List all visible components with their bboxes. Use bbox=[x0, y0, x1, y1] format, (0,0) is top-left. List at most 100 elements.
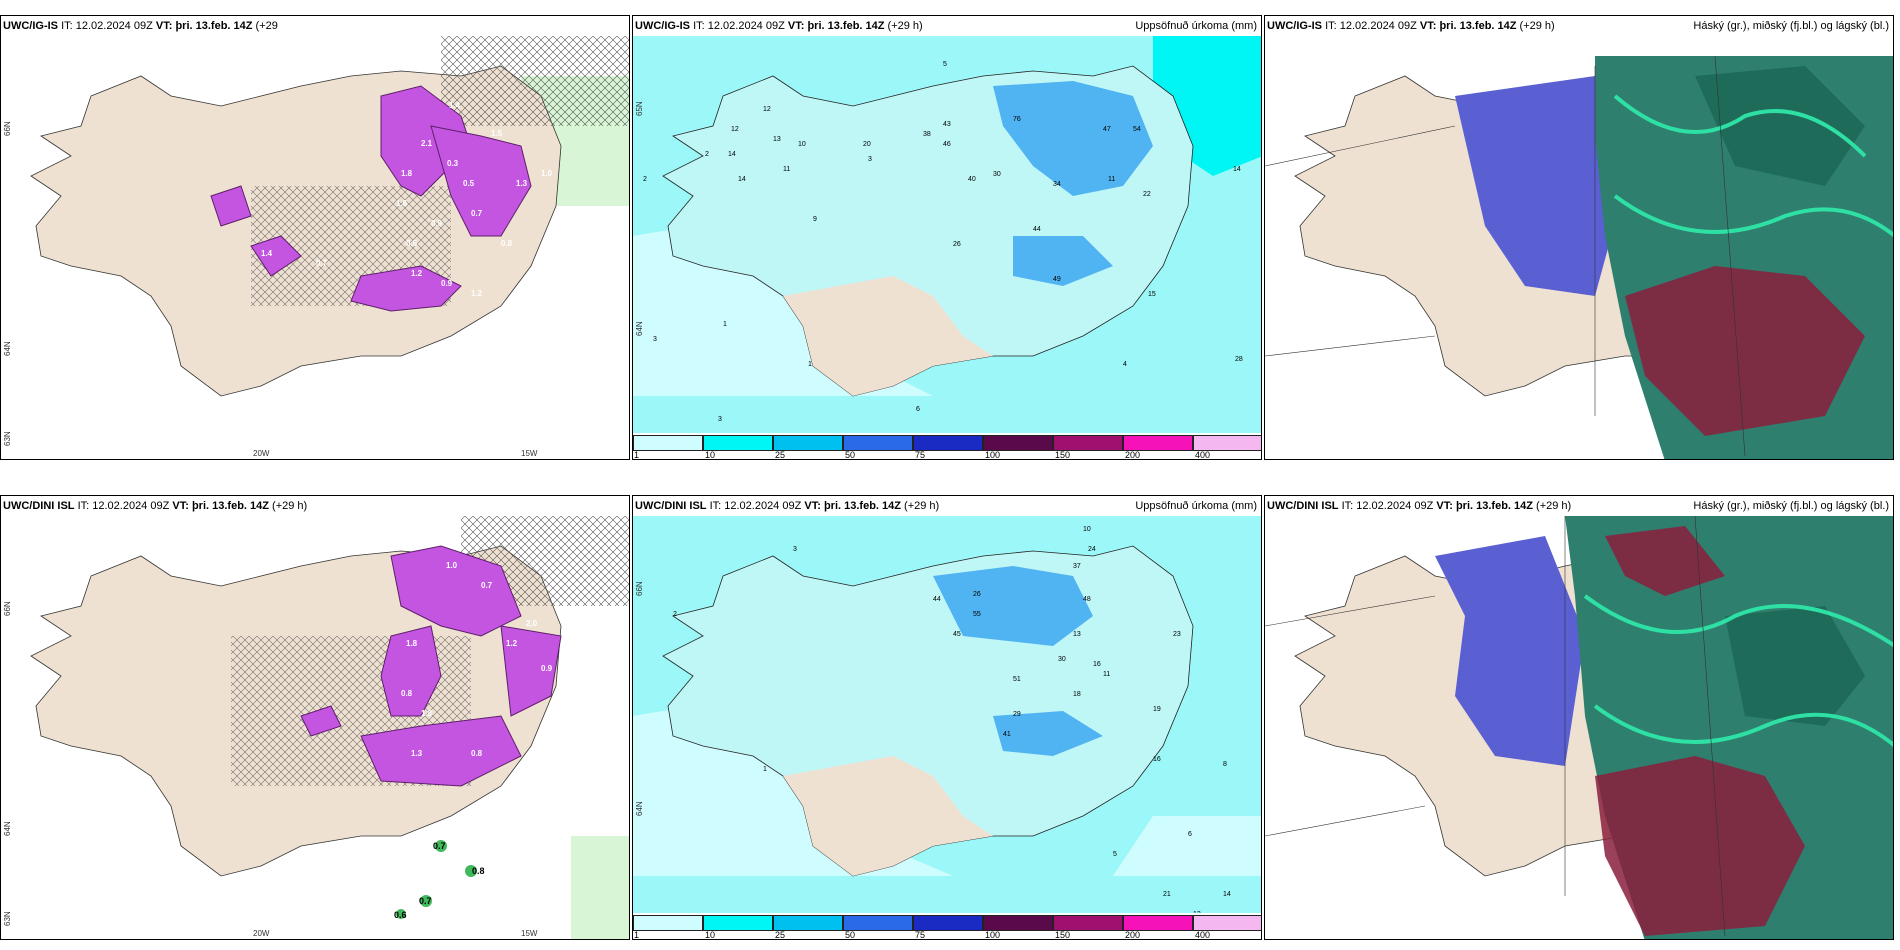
lat-label: 66N bbox=[635, 581, 644, 596]
value-label: 19 bbox=[1153, 706, 1161, 713]
map-area[interactable]: 1.0 0.7 1.8 0.8 1.2 0.9 1.8 1.3 0.8 2.0 … bbox=[1, 516, 629, 939]
panel-top-left: UWC/IG-IS IT: 12.02.2024 09Z VT: þri. 13… bbox=[0, 15, 630, 460]
value-label: 54 bbox=[1133, 126, 1141, 133]
it-label: IT: bbox=[61, 20, 73, 32]
value-label: 0.7 bbox=[419, 896, 432, 906]
colorbar-segment bbox=[773, 915, 843, 931]
value-label: 0.7 bbox=[433, 841, 446, 851]
value-label: 43 bbox=[943, 121, 951, 128]
colorbar-segment bbox=[703, 915, 773, 931]
value-label: 0.7 bbox=[471, 209, 483, 218]
map-area[interactable] bbox=[1265, 36, 1893, 459]
value-label: 0.8 bbox=[471, 749, 483, 758]
value-label: 14 bbox=[728, 151, 736, 158]
init-time: 12.02.2024 09Z bbox=[707, 20, 785, 32]
lead-time: (+29 h) bbox=[904, 500, 940, 512]
it-label: IT: bbox=[693, 20, 705, 32]
value-label: 10 bbox=[798, 141, 806, 148]
colorbar-label: 150 bbox=[1055, 930, 1071, 940]
value-label: 37 bbox=[1073, 563, 1081, 570]
value-label: 51 bbox=[1013, 676, 1021, 683]
map-area[interactable] bbox=[1265, 516, 1893, 939]
value-label: 0.6 bbox=[394, 910, 407, 920]
colorbar-segment bbox=[633, 435, 703, 451]
value-label: 2 bbox=[673, 611, 677, 618]
lon-label: 20W bbox=[253, 449, 270, 458]
lon-label: 15W bbox=[521, 449, 538, 458]
value-label: 5 bbox=[943, 61, 947, 68]
valid-time: þri. 13.feb. 14Z bbox=[191, 500, 269, 512]
panel-header: UWC/IG-IS IT: 12.02.2024 09Z VT: þri. 13… bbox=[1265, 16, 1893, 36]
value-label: 46 bbox=[943, 141, 951, 148]
value-label: 1.8 bbox=[406, 639, 418, 648]
value-label: 0.7 bbox=[481, 581, 493, 590]
value-label: 11 bbox=[1103, 671, 1110, 678]
value-label: 2 bbox=[643, 176, 647, 183]
colorbar-label: 75 bbox=[915, 930, 926, 940]
value-label: 1.8 bbox=[421, 709, 433, 718]
value-label: 12 bbox=[763, 106, 771, 113]
lat-label: 64N bbox=[635, 321, 644, 336]
value-label: 76 bbox=[1013, 116, 1021, 123]
field-title: Háský (gr.), miðský (fj.bl.) og lágský (… bbox=[1693, 500, 1889, 512]
lead-time: (+29 h) bbox=[1536, 500, 1572, 512]
value-label: 29 bbox=[1013, 711, 1021, 718]
value-label: 16 bbox=[1093, 661, 1101, 668]
value-label: 11 bbox=[1108, 176, 1115, 183]
value-label: 1.0 bbox=[446, 561, 458, 570]
value-label: 2 bbox=[705, 151, 709, 158]
it-label: IT: bbox=[77, 500, 90, 512]
value-label: 5 bbox=[1113, 851, 1117, 858]
valid-time: þri. 13.feb. 14Z bbox=[175, 20, 253, 32]
value-label: 45 bbox=[953, 631, 961, 638]
valid-time: þri. 13.feb. 14Z bbox=[823, 500, 901, 512]
lead-time: (+29 h) bbox=[887, 20, 923, 32]
colorbar-label: 50 bbox=[845, 930, 856, 940]
value-label: 0.5 bbox=[406, 239, 418, 248]
value-label: 13 bbox=[1073, 631, 1081, 638]
value-label: 10 bbox=[1083, 526, 1091, 533]
value-label: 28 bbox=[1235, 356, 1243, 363]
value-label: 21 bbox=[1163, 891, 1171, 898]
map-area[interactable]: 5 12 38 12 14 13 10 2 11 3 43 46 76 30 4… bbox=[633, 36, 1261, 459]
vt-label: VT: bbox=[172, 500, 189, 512]
value-label: 0.8 bbox=[472, 866, 485, 876]
it-label: IT: bbox=[709, 500, 722, 512]
value-labels: 5 12 38 12 14 13 10 2 11 3 43 46 76 30 4… bbox=[643, 61, 1243, 423]
colorbar-label: 10 bbox=[705, 930, 716, 940]
value-label: 23 bbox=[1173, 631, 1181, 638]
value-label: 9 bbox=[813, 216, 817, 223]
value-label: 1.2 bbox=[471, 289, 483, 298]
value-label: 1.4 bbox=[449, 101, 461, 110]
value-label: 12 bbox=[731, 126, 739, 133]
colorbar-segment bbox=[913, 915, 983, 931]
value-label: 13 bbox=[773, 136, 781, 143]
map-area[interactable]: 1.4 2.1 1.5 0.3 1.8 0.5 1.3 1.0 0.9 0.5 … bbox=[1, 36, 629, 459]
colorbar-label: 150 bbox=[1055, 450, 1071, 460]
model-name: UWC/DINI ISL bbox=[3, 500, 75, 512]
value-label: 48 bbox=[1083, 596, 1091, 603]
colorbar-label: 75 bbox=[915, 450, 926, 460]
lat-label: 64N bbox=[3, 821, 12, 836]
panel-top-middle: UWC/IG-IS IT: 12.02.2024 09Z VT: þri. 13… bbox=[632, 15, 1262, 460]
colorbar-label: 100 bbox=[985, 930, 1001, 940]
it-label: IT: bbox=[1325, 20, 1337, 32]
value-label: 0.9 bbox=[541, 664, 553, 673]
lat-label: 64N bbox=[635, 801, 644, 816]
init-time: 12.02.2024 09Z bbox=[724, 500, 802, 512]
value-label: 41 bbox=[1003, 731, 1011, 738]
value-label: 14 bbox=[1233, 166, 1241, 173]
value-label: 1.4 bbox=[261, 249, 273, 258]
lon-label: 15W bbox=[521, 929, 538, 938]
colorbar: 1 10 25 50 75 100 150 200 400 bbox=[633, 433, 1261, 460]
value-label: 1.2 bbox=[506, 639, 518, 648]
value-labels: 10 24 37 44 48 26 55 45 13 16 11 30 18 5… bbox=[673, 526, 1231, 918]
lead-time: (+29 bbox=[255, 20, 278, 32]
lead-time: (+29 h) bbox=[272, 500, 308, 512]
colorbar-label: 25 bbox=[775, 450, 786, 460]
map-area[interactable]: 10 24 37 44 48 26 55 45 13 16 11 30 18 5… bbox=[633, 516, 1261, 939]
valid-time: þri. 13.feb. 14Z bbox=[1439, 20, 1517, 32]
value-label: 14 bbox=[738, 176, 746, 183]
lon-label: 20W bbox=[253, 929, 270, 938]
value-label: 6 bbox=[1188, 831, 1192, 838]
